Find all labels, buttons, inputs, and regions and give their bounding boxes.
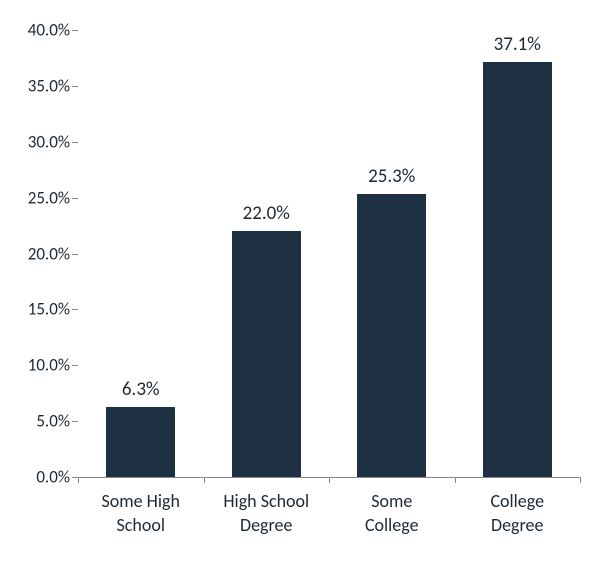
x-category-label-line: Degree: [455, 513, 581, 537]
x-category-label-line: School: [78, 513, 204, 537]
x-category-label: Some HighSchool: [78, 489, 204, 537]
y-tick-label: 10.0%: [0, 355, 70, 376]
x-category-label-line: Degree: [204, 513, 330, 537]
bar-value-label: 37.1%: [494, 33, 541, 56]
x-tick: [580, 477, 581, 483]
x-category-label-line: Some High: [78, 489, 204, 513]
education-bar-chart: 0.0% 5.0% 10.0% 15.0% 20.0% 25.0% 30.0% 35.0% 40…: [0, 0, 593, 573]
bar: [232, 231, 301, 477]
y-tick-label: 40.0%: [0, 20, 70, 41]
bar-value-label: 22.0%: [243, 202, 290, 225]
y-tick-label: 0.0%: [0, 467, 70, 488]
y-tick-label: 35.0%: [0, 75, 70, 96]
bar-value-label: 6.3%: [122, 378, 160, 401]
x-category-label-line: High School: [204, 489, 330, 513]
bar: [357, 194, 426, 477]
y-tick-label: 5.0%: [0, 411, 70, 432]
bar-value-label: 25.3%: [368, 165, 415, 188]
bar: [483, 62, 552, 477]
x-category-label-line: College: [455, 489, 581, 513]
x-category-label-line: Some: [329, 489, 455, 513]
y-tick-label: 20.0%: [0, 243, 70, 264]
x-axis-line: [78, 477, 580, 478]
x-category-label: High SchoolDegree: [204, 489, 330, 537]
x-category-label: SomeCollege: [329, 489, 455, 537]
y-tick-label: 25.0%: [0, 187, 70, 208]
y-tick-label: 15.0%: [0, 299, 70, 320]
bar: [106, 407, 175, 477]
y-tick-label: 30.0%: [0, 131, 70, 152]
x-category-label: CollegeDegree: [455, 489, 581, 537]
x-category-label-line: College: [329, 513, 455, 537]
